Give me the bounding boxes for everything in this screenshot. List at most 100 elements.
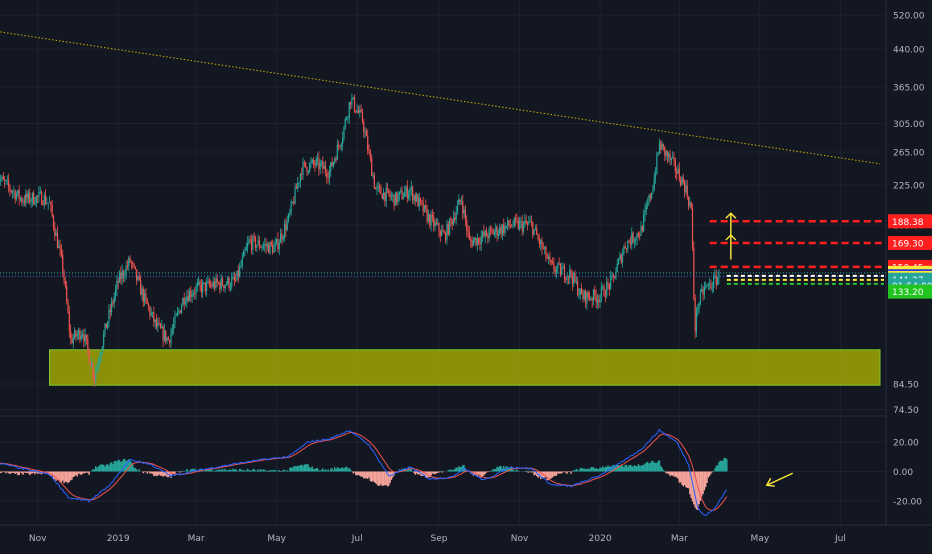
candle-body	[61, 249, 62, 254]
candle-body	[32, 193, 33, 201]
candle-body	[65, 281, 66, 286]
grid	[0, 0, 932, 525]
macd-histogram-bar	[356, 472, 357, 476]
macd-histogram-bar	[518, 471, 519, 472]
candle-body	[519, 222, 520, 229]
candle-body	[268, 244, 269, 253]
candle-body	[351, 98, 352, 104]
macd-histogram-bar	[705, 472, 706, 488]
macd-histogram-bar	[603, 468, 604, 472]
candle-body	[322, 162, 323, 169]
candle-body	[442, 230, 443, 232]
macd-histogram-bar	[350, 470, 351, 472]
candle-body	[434, 222, 435, 226]
candle-body	[596, 296, 597, 303]
candle-body	[374, 176, 375, 188]
macd-histogram-bar	[588, 469, 589, 472]
candle-body	[17, 190, 18, 194]
macd-histogram-bar	[240, 469, 241, 471]
candle-body	[487, 236, 488, 238]
candle-body	[401, 191, 402, 200]
candle-body	[677, 169, 678, 174]
macd-histogram-bar	[556, 472, 557, 476]
macd-histogram-bar	[235, 469, 236, 471]
macd-histogram-bar	[667, 472, 668, 474]
candle-body	[553, 263, 554, 271]
price-levels	[0, 213, 886, 284]
candle-body	[687, 186, 688, 198]
macd-histogram-bar	[584, 468, 585, 471]
candle-body	[437, 223, 438, 224]
macd-histogram-bar	[380, 472, 381, 485]
macd-histogram-bar	[688, 472, 689, 489]
candle-body	[197, 284, 198, 286]
macd-histogram-bar	[363, 472, 364, 479]
macd-histogram-bar	[319, 471, 320, 472]
macd-histogram-bar	[153, 472, 154, 477]
candle-body	[450, 218, 451, 220]
macd-histogram-bar	[5, 472, 6, 474]
macd-histogram-bar	[223, 470, 224, 471]
descending-trendline	[0, 31, 880, 163]
macd-histogram-bar	[114, 461, 115, 471]
candle-body	[559, 263, 560, 264]
macd-histogram-bar	[551, 472, 552, 479]
candle-body	[144, 293, 145, 302]
candle-body	[20, 198, 21, 199]
candle-body	[214, 282, 215, 288]
candle-body	[424, 205, 425, 211]
macd-histogram-bar	[69, 472, 70, 482]
macd-histogram-bar	[255, 470, 256, 471]
candle-body	[503, 225, 504, 233]
macd-histogram-bar	[597, 469, 598, 472]
candle-body	[610, 276, 611, 289]
candle-body	[131, 262, 132, 263]
time-tick-label: May	[267, 534, 286, 544]
candle-body	[173, 324, 174, 329]
macd-histogram-bar	[366, 472, 367, 479]
candle-body	[430, 215, 431, 226]
macd-histogram-bar	[643, 465, 644, 472]
candle-body	[9, 186, 10, 190]
candle-body	[407, 187, 408, 199]
macd-histogram-bar	[293, 466, 294, 471]
macd-histogram-bar	[598, 469, 599, 471]
candle-body	[535, 228, 536, 229]
macd-histogram-bar	[665, 472, 666, 474]
candle-body	[399, 192, 400, 195]
candle-body	[85, 335, 86, 342]
macd-histogram-bar	[150, 472, 151, 474]
candle-body	[650, 195, 651, 198]
macd-histogram-bar	[66, 472, 67, 483]
price-tick-label: 74.50	[893, 406, 919, 416]
candle-body	[164, 330, 165, 340]
macd-histogram-bar	[360, 472, 361, 477]
candle-body	[423, 202, 424, 211]
candle-body	[275, 244, 276, 247]
candle-body	[557, 263, 558, 268]
candle-body	[44, 195, 45, 204]
candle-body	[116, 281, 117, 289]
candle-body	[280, 234, 281, 243]
macd-histogram-bar	[339, 469, 340, 472]
candle-body	[58, 246, 59, 248]
candle-body	[57, 233, 58, 248]
candle-body	[341, 144, 342, 147]
candle-body	[90, 362, 91, 366]
candle-body	[432, 215, 433, 217]
candle-body	[59, 246, 60, 250]
candle-body	[306, 167, 307, 172]
candle-body	[441, 230, 442, 235]
candle-body	[573, 273, 574, 284]
time-tick-label: Nov	[511, 534, 529, 544]
candle-body	[623, 246, 624, 253]
macd-histogram-bar	[640, 466, 641, 472]
candle-body	[24, 201, 25, 202]
macd-histogram-bar	[527, 472, 528, 473]
candle-body	[370, 152, 371, 159]
candle-body	[166, 338, 167, 342]
candle-body	[310, 162, 311, 163]
candle-body	[203, 282, 204, 283]
candle-body	[445, 233, 446, 240]
candle-body	[704, 287, 705, 294]
